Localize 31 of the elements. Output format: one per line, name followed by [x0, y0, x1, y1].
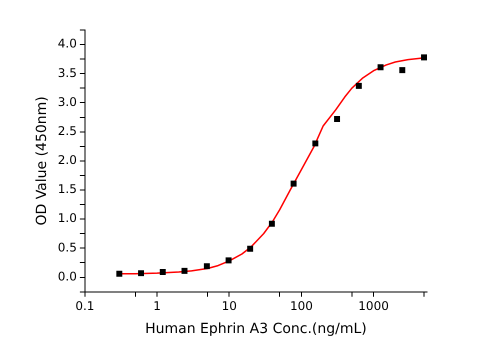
point	[421, 54, 427, 60]
point	[182, 268, 188, 274]
y-tick-label: 0.0	[58, 269, 77, 284]
point	[138, 270, 144, 276]
y-tick-label: 2.0	[58, 153, 77, 168]
point	[268, 220, 275, 227]
x-tick-label: 0.1	[75, 299, 94, 314]
y-tick-label: 2.5	[58, 124, 77, 138]
y-tick-label: 3.0	[58, 94, 77, 109]
point	[226, 257, 232, 264]
point	[378, 64, 384, 70]
y-tick-label: 3.5	[58, 66, 77, 80]
x-axis-title: Human Ephrin A3 Conc.(ng/mL)	[145, 321, 367, 338]
x-tick-label: 100	[290, 299, 313, 314]
point	[399, 67, 406, 74]
y-tick-label: 1.0	[58, 211, 77, 226]
x-tick-label: 10	[222, 299, 237, 314]
y-axis-title: OD Value (450nm)	[34, 96, 50, 226]
point	[247, 246, 254, 252]
point	[204, 263, 210, 270]
point	[312, 140, 318, 146]
x-tick-label: 1000	[358, 299, 389, 314]
point	[116, 270, 122, 277]
point	[334, 116, 340, 122]
x-tick-label: 1	[153, 299, 161, 314]
point	[160, 269, 166, 275]
point	[290, 180, 297, 187]
y-tick-label: 1.5	[58, 182, 77, 196]
y-tick-label: 0.5	[58, 240, 77, 254]
y-tick-label: 4.0	[58, 36, 77, 51]
point	[356, 82, 362, 89]
